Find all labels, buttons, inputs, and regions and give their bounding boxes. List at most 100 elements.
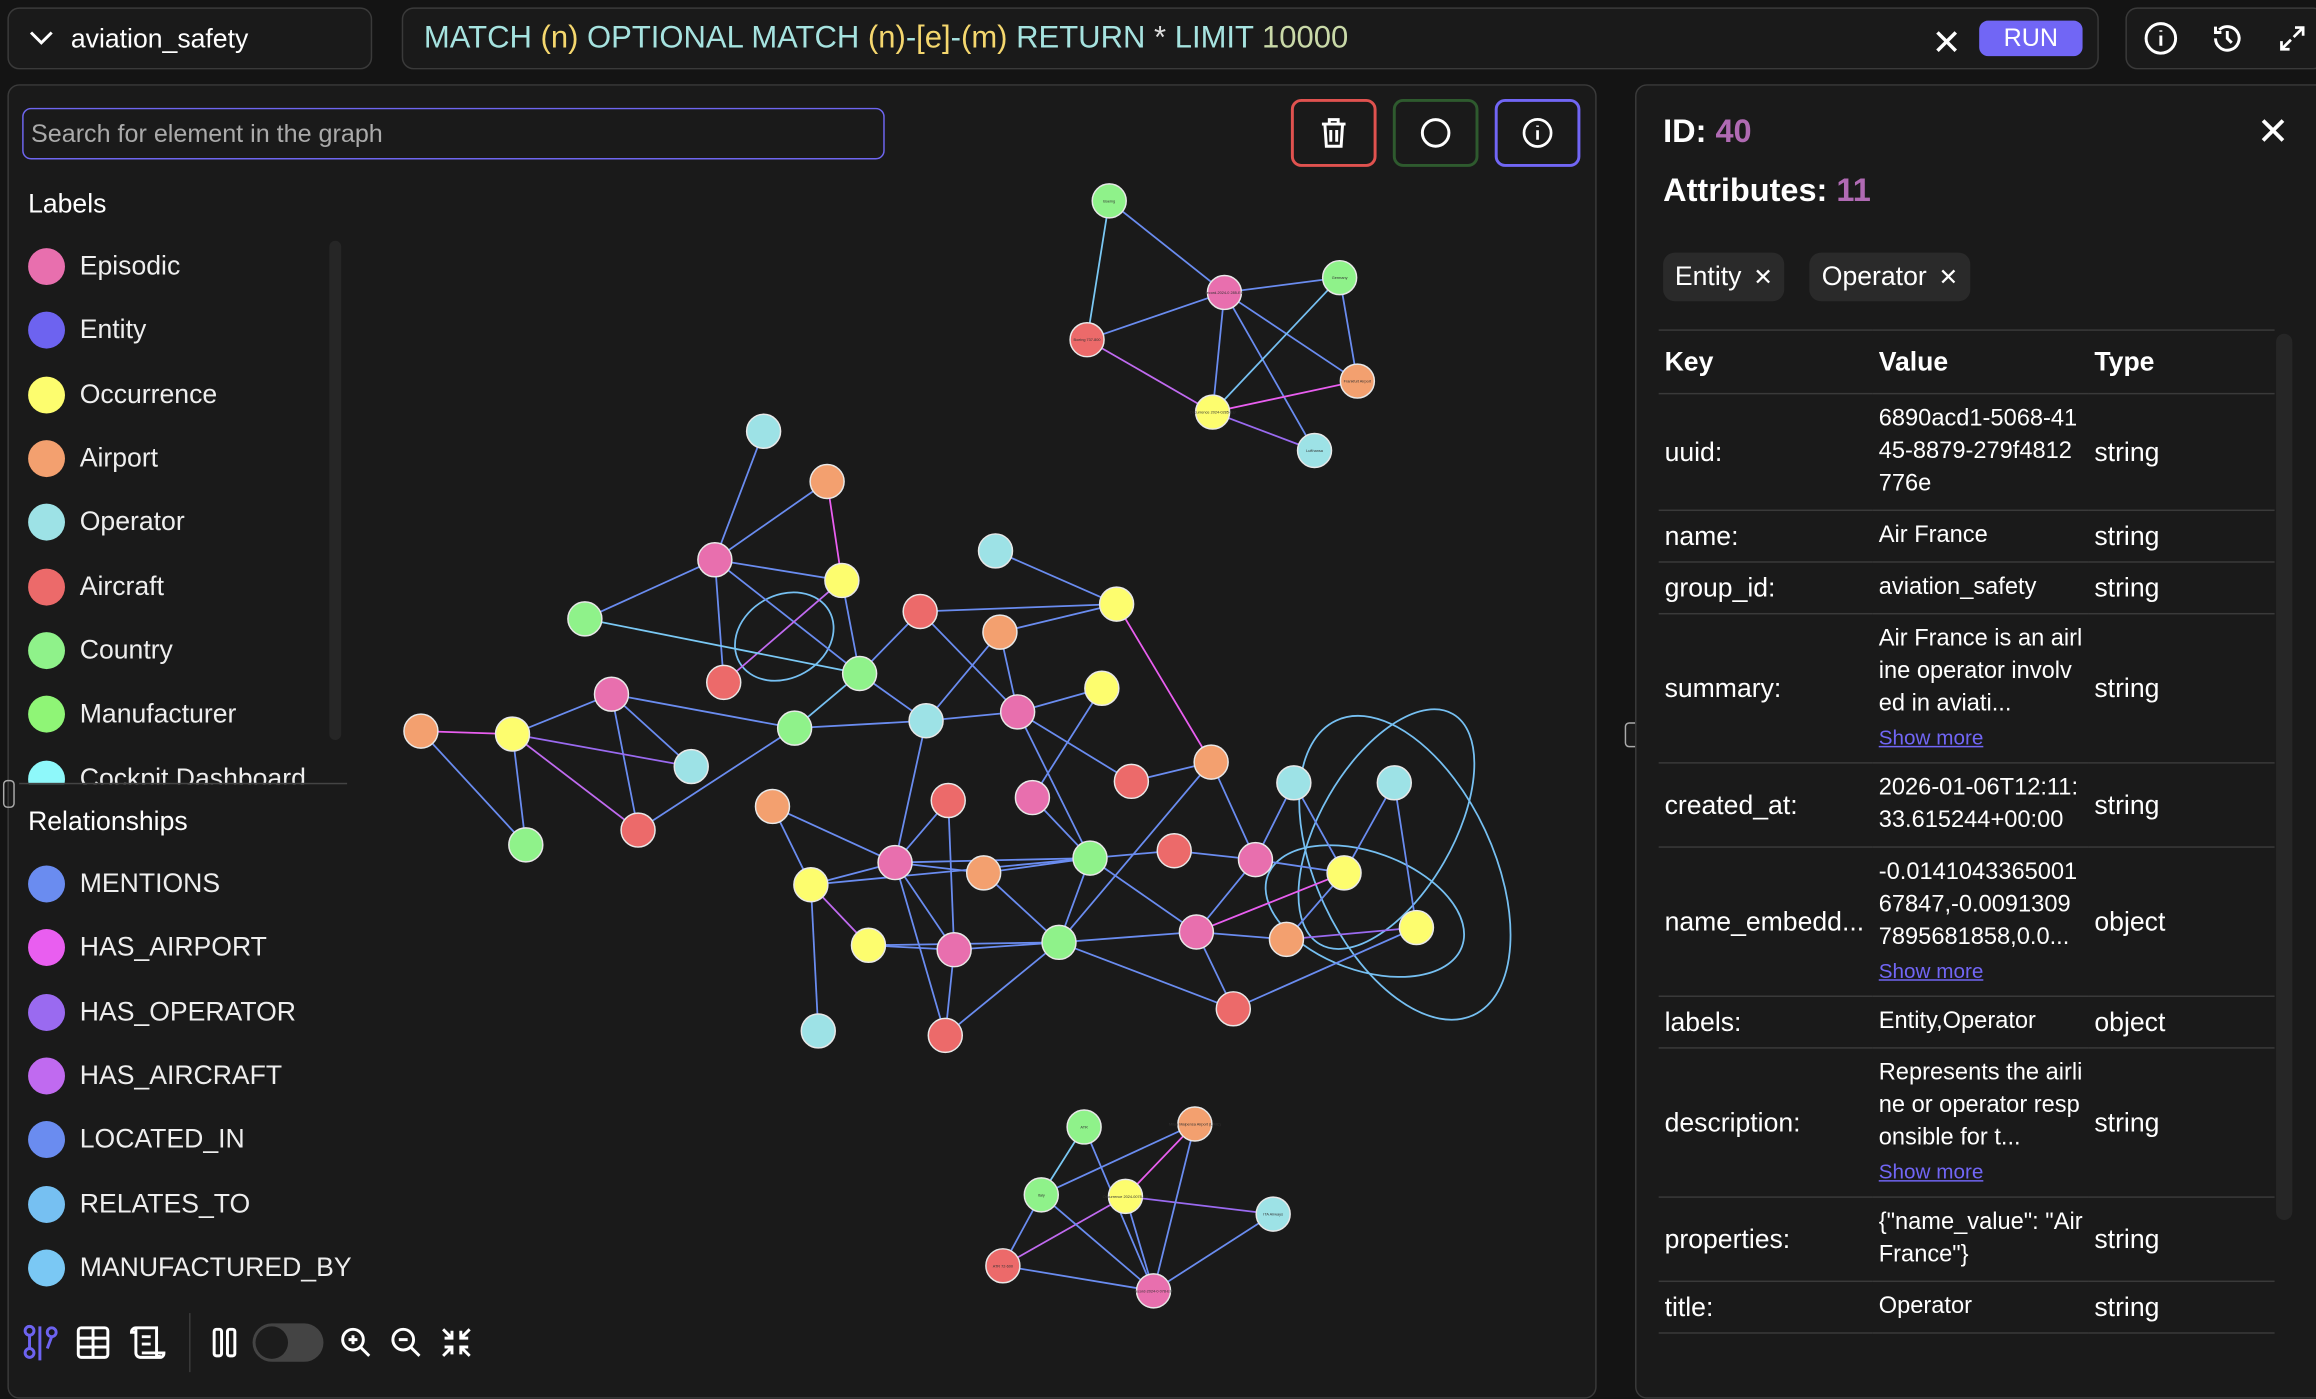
graph-edge[interactable]: [611, 693, 795, 730]
animation-toggle[interactable]: [252, 1323, 324, 1362]
history-icon[interactable]: [2209, 21, 2244, 56]
legend-item[interactable]: Airport: [28, 427, 346, 491]
legend-item[interactable]: HAS_AIRCRAFT: [28, 1044, 352, 1108]
graph-edge[interactable]: [1152, 1123, 1196, 1292]
graph-edge[interactable]: [794, 719, 927, 730]
graph-node[interactable]: [965, 855, 1002, 891]
close-icon[interactable]: ✕: [2256, 109, 2290, 154]
graph-edge[interactable]: [637, 727, 796, 831]
graph-edge[interactable]: [1058, 931, 1197, 944]
graph-edge[interactable]: [772, 805, 896, 864]
graph-node[interactable]: [1326, 855, 1362, 891]
graph-node[interactable]: [902, 593, 938, 630]
graph-edge[interactable]: [925, 631, 1001, 722]
graph-edge-loop[interactable]: [1256, 683, 1554, 1052]
graph-edge[interactable]: [1086, 200, 1111, 340]
graph-node[interactable]: [800, 1013, 836, 1049]
legend-item[interactable]: MENTIONS: [28, 852, 352, 916]
run-button[interactable]: RUN: [1979, 20, 2083, 57]
legend-item[interactable]: HAS_OPERATOR: [28, 980, 352, 1044]
graph-node[interactable]: [1072, 840, 1108, 876]
graph-edge[interactable]: [1210, 761, 1257, 860]
add-node-button[interactable]: [1392, 98, 1479, 167]
graph-edge[interactable]: [1223, 291, 1358, 382]
graph-edge[interactable]: [1058, 761, 1212, 943]
graph-edge[interactable]: [714, 558, 843, 582]
graph-node[interactable]: [877, 844, 913, 881]
graph-edge[interactable]: [511, 733, 639, 831]
graph-edge[interactable]: [1196, 872, 1345, 933]
graph-node[interactable]: [1215, 991, 1252, 1027]
graph-node[interactable]: [1156, 833, 1192, 869]
graph-node[interactable]: [1113, 763, 1150, 800]
graph-node[interactable]: [1339, 363, 1376, 399]
graph-edge[interactable]: [983, 857, 1091, 874]
legend-item[interactable]: Country: [28, 619, 346, 683]
graph-node[interactable]: [1098, 586, 1135, 622]
legend-item[interactable]: Entity: [28, 299, 346, 363]
graph-edge[interactable]: [809, 884, 820, 1031]
graph-edge[interactable]: [1040, 1123, 1196, 1196]
legend-item[interactable]: Occurrence: [28, 363, 346, 427]
graph-canvas[interactable]: Boeing record-2024-0 285-EU Germany Boeing …: [9, 86, 1598, 1386]
graph-edge[interactable]: [920, 603, 1117, 613]
graph-node[interactable]: [824, 562, 860, 599]
graph-node[interactable]: [1255, 1196, 1291, 1232]
graph-node[interactable]: [1084, 670, 1120, 707]
graph-node[interactable]: [494, 716, 531, 752]
graph-edge[interactable]: [1224, 276, 1340, 294]
graph-edge[interactable]: [1125, 1195, 1274, 1215]
graph-edge[interactable]: [1058, 941, 1234, 1010]
query-editor[interactable]: MATCH (n) OPTIONAL MATCH (n)-[e]-(m) RET…: [401, 7, 2099, 70]
graph-node[interactable]: [1206, 274, 1243, 311]
graph-edge[interactable]: [713, 559, 725, 683]
graph-node[interactable]: [793, 866, 829, 903]
graph-edge[interactable]: [1223, 292, 1316, 451]
legend-item[interactable]: MANUFACTURED_BY: [28, 1236, 352, 1300]
graph-edge[interactable]: [420, 730, 527, 846]
graph-node[interactable]: [1193, 744, 1229, 780]
graph-node[interactable]: [1177, 1106, 1213, 1142]
graph-edge[interactable]: [714, 559, 861, 675]
graph-node[interactable]: [697, 542, 733, 578]
graph-edge[interactable]: [1086, 338, 1214, 413]
graph-node[interactable]: [1069, 321, 1105, 358]
zoom-in-icon[interactable]: [338, 1325, 373, 1360]
graph-node[interactable]: [977, 533, 1014, 569]
graph-edge[interactable]: [919, 610, 1019, 713]
legend-item[interactable]: Manufacturer: [28, 682, 346, 746]
pause-icon[interactable]: [211, 1325, 238, 1360]
graph-edge[interactable]: [723, 579, 843, 684]
graph-edge[interactable]: [1086, 291, 1225, 341]
graph-node[interactable]: [982, 614, 1018, 650]
graph-selector[interactable]: aviation_safety: [7, 7, 373, 70]
remove-label-icon[interactable]: ✕: [1753, 265, 1774, 291]
graph-node[interactable]: [567, 601, 603, 637]
legend-item[interactable]: Aircraft: [28, 555, 346, 619]
graph-node[interactable]: [403, 713, 439, 749]
legend-resize-handle[interactable]: [2, 779, 15, 808]
graph-node[interactable]: [673, 748, 709, 785]
graph-edge[interactable]: [995, 550, 1117, 605]
graph-edge[interactable]: [610, 694, 639, 831]
details-scrollbar[interactable]: [2276, 333, 2293, 1221]
graph-node[interactable]: [1398, 909, 1435, 946]
graph-edge[interactable]: [1212, 380, 1358, 413]
graph-node[interactable]: [927, 1017, 964, 1054]
legend-item[interactable]: LOCATED_IN: [28, 1108, 352, 1172]
graph-edge[interactable]: [894, 720, 927, 863]
expand-icon[interactable]: [2275, 22, 2307, 54]
remove-label-icon[interactable]: ✕: [1938, 265, 1959, 291]
show-more-link[interactable]: Show more: [1878, 958, 1984, 983]
graph-node[interactable]: [1237, 841, 1274, 878]
graph-edge[interactable]: [947, 800, 956, 950]
graph-edge[interactable]: [714, 480, 828, 561]
legend-item[interactable]: Operator: [28, 491, 346, 555]
legend-item[interactable]: Episodic: [28, 235, 346, 299]
fit-to-screen-icon[interactable]: [439, 1325, 474, 1360]
graph-edge[interactable]: [1232, 926, 1417, 1010]
graph-node[interactable]: [1321, 259, 1358, 296]
info-icon[interactable]: [2142, 21, 2177, 56]
graph-edge[interactable]: [1393, 782, 1418, 928]
graph-node[interactable]: [1041, 924, 1077, 961]
